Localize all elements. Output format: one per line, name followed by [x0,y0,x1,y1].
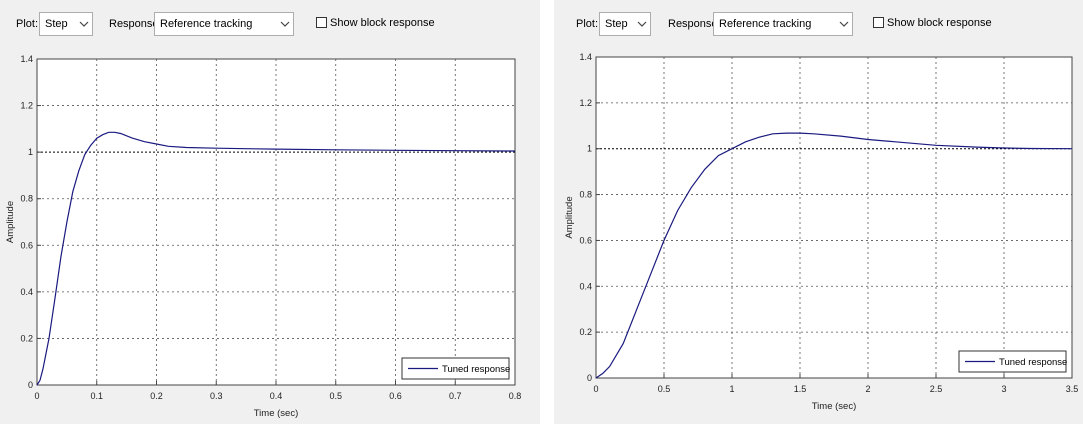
response-value: Reference tracking [719,18,812,30]
response-select[interactable]: Reference tracking [154,12,294,36]
response-select[interactable]: Reference tracking [713,12,853,36]
plot-type-select[interactable]: Step [599,12,651,36]
plot-type-value: Step [45,18,68,30]
plot-label: Plot: [576,18,599,30]
response-label: Response: [668,18,721,30]
plot-area [36,58,516,386]
y-tick-label: 0.4 [579,281,592,291]
legend-label: Tuned response [442,364,510,375]
x-tick-label: 0.5 [658,384,671,394]
y-tick-label: 0 [28,380,33,390]
x-tick-label: 0 [593,384,598,394]
y-tick-label: 0 [587,373,592,383]
y-tick-label: 0.6 [579,235,592,245]
x-tick-label: 0.6 [389,391,402,401]
x-tick-label: 1.5 [794,384,807,394]
x-tick-label: 0.1 [90,391,103,401]
step-response-chart-right: 0 0.5 1 1.5 2 2.5 3 3.5 0 0.2 0.4 0.6 0.8 1 1.2 1.4 Time… [564,52,1079,412]
response-label: Response: [109,18,162,30]
x-tick-label: 0.5 [329,391,342,401]
legend-box [401,357,510,380]
chevron-down-icon [839,21,849,27]
y-tick-label: 1 [28,147,33,157]
left-toolbar: Plot: Step Response: Reference tracking … [0,12,540,38]
x-axis-label: Time (sec) [254,408,299,419]
right-plot-panel: Plot: Step Response: Reference tracking … [554,0,1083,424]
tuned-response-line [595,132,1073,379]
y-axis-label: Amplitude [5,201,16,243]
response-value: Reference tracking [160,18,253,30]
y-tick-label: 0.4 [20,287,33,297]
y-tick-label: 1.2 [20,101,33,111]
chevron-down-icon [637,21,647,27]
checkbox-unchecked-icon[interactable] [873,17,884,28]
y-tick-label: 0.2 [579,327,592,337]
y-tick-label: 1 [587,144,592,154]
x-axis-label: Time (sec) [812,401,857,412]
x-tick-label: 0.8 [509,391,522,401]
tuned-response-line [36,131,516,386]
show-block-response-label: Show block response [330,17,435,29]
chevron-down-icon [280,21,290,27]
x-tick-label: 1 [729,384,734,394]
x-tick-label: 0.3 [210,391,223,401]
x-tick-label: 0 [34,391,39,401]
chevron-down-icon [79,21,89,27]
x-tick-label: 2 [865,384,870,394]
x-tick-label: 0.7 [449,391,462,401]
y-tick-label: 0.2 [20,333,33,343]
show-block-response-label: Show block response [887,17,992,29]
x-tick-label: 2.5 [930,384,943,394]
right-toolbar: Plot: Step Response: Reference tracking … [554,12,1083,38]
legend-label: Tuned response [999,357,1067,368]
left-plot-panel: Plot: Step Response: Reference tracking … [0,0,540,424]
plot-type-value: Step [605,18,628,30]
y-tick-label: 1.2 [579,98,592,108]
y-tick-label: 0.6 [20,240,33,250]
x-tick-label: 3 [1001,384,1006,394]
y-axis-label: Amplitude [564,196,575,238]
x-tick-label: 0.4 [270,391,283,401]
legend-box [958,350,1067,373]
y-tick-label: 0.8 [20,194,33,204]
y-tick-label: 1.4 [579,52,592,62]
checkbox-unchecked-icon[interactable] [316,17,327,28]
plot-type-select[interactable]: Step [39,12,93,36]
plot-area [595,56,1073,379]
plot-label: Plot: [16,18,39,30]
step-response-chart-left: 0 0.1 0.2 0.3 0.4 0.5 0.6 0.7 0.8 0 0.2 0.4 0.6 0.8 1 1… [5,54,522,419]
x-tick-label: 3.5 [1066,384,1079,394]
y-tick-label: 0.8 [579,190,592,200]
y-tick-label: 1.4 [20,54,33,64]
x-tick-label: 0.2 [150,391,163,401]
